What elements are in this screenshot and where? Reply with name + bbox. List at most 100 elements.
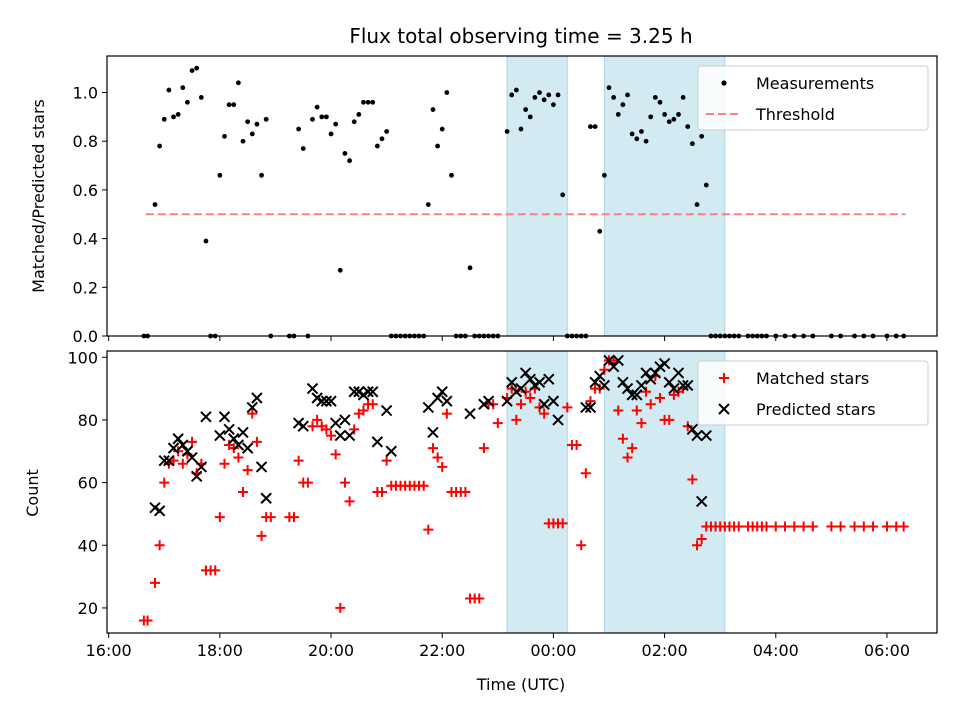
measurement-point-103 [639,129,644,134]
measurement-point-83 [546,92,552,98]
matched-star-point-60 [432,452,443,463]
predicted-star-point-34 [348,386,360,398]
measurement-point-100 [625,92,630,98]
matched-star-point-32 [302,477,313,488]
matched-star-point-91 [580,468,591,479]
matched-star-point-99 [617,433,628,444]
matched-star-point-48 [376,487,387,497]
matched-star-point-75 [506,383,517,394]
top-subplot: 0.0 0.2 0.4 0.6 0.8 1.0 Measurements Threshold… [29,55,938,346]
matched-star-point-101 [627,443,638,454]
matched-star-point-135 [826,521,837,532]
measurement-point-49 [384,129,390,134]
measurement-point-43 [356,112,362,117]
top-y-axis-label: Matched/Predicted stars [29,99,48,293]
plot-frame [106,55,938,337]
matched-star-point-133 [798,521,809,532]
predicted-star-point-44 [431,392,444,404]
predicted-star-point-13 [218,411,231,423]
matched-star-point-72 [488,399,499,410]
legend-label: Matched stars [756,369,869,388]
predicted-star-point-58 [538,398,550,410]
x-tick-label: 02:00 [642,641,688,660]
matched-star-point-69 [474,593,485,604]
matched-star-point-115 [692,540,703,551]
predicted-star-point-51 [506,376,518,389]
predicted-star-point-49 [482,395,495,407]
predicted-star-point-61 [552,414,564,426]
measurement-point-10 [189,68,195,74]
measurement-point-75 [509,92,515,98]
bottom-legend: Matched stars Predicted stars [697,360,929,426]
y-tick-label: 20 [78,599,98,618]
predicted-star-point-5 [172,433,184,445]
measurement-point-46 [370,99,376,105]
measurement-point-24 [254,121,260,127]
matched-star-point-20 [233,452,244,463]
measurement-point-6 [171,114,176,120]
predicted-star-point-70 [617,376,629,389]
matched-star-point-24 [251,436,262,447]
matched-star-point-113 [682,421,693,432]
measurement-point-78 [523,107,529,112]
measurement-point-74 [504,129,510,134]
matched-star-point-8 [177,458,188,469]
predicted-star-point-15 [228,433,240,445]
y-tick-label: 0.0 [73,327,98,346]
measurement-point-98 [615,112,621,117]
predicted-star-point-50 [501,395,513,407]
matched-star-point-73 [492,418,503,429]
predicted-star-point-37 [362,386,374,398]
matched-star-point-2 [149,577,160,588]
matched-star-point-7 [173,446,184,457]
legend-box [697,65,929,131]
measurement-point-86 [560,192,566,198]
matched-star-point-92 [585,396,596,407]
matched-star-point-19 [228,443,239,454]
matched-star-point-100 [622,452,633,463]
matched-star-point-132 [789,521,800,532]
measurement-point-82 [541,97,547,103]
measurement-point-94 [597,228,603,234]
predicted-star-point-81 [668,382,680,395]
predicted-star-point-4 [167,442,180,454]
matched-star-point-77 [515,399,526,410]
legend-label: Predicted stars [756,400,876,419]
predicted-star-point-80 [663,376,675,389]
measurement-point-23 [249,131,255,137]
measurement-point-12 [198,94,204,100]
shaded-region-0 [506,55,568,337]
measurement-point-95 [601,172,607,178]
predicted-star-point-27 [316,395,328,407]
predicted-star-point-22 [260,492,272,504]
y-tick-label: 0.4 [73,230,98,249]
measurement-point-31 [300,146,306,151]
measurement-point-117 [703,182,709,188]
measurement-point-108 [662,112,667,117]
predicted-star-point-84 [682,379,694,392]
plot-frame [106,350,938,634]
y-tick-label: 80 [78,411,98,430]
matched-star-point-76 [511,414,522,425]
matched-star-point-4 [159,477,170,488]
matched-star-point-61 [437,461,448,472]
measurement-point-81 [537,90,542,95]
matched-star-point-40 [339,477,350,488]
matched-star-point-130 [770,521,781,532]
measurement-point-38 [333,121,339,127]
matched-star-point-81 [534,402,545,413]
predicted-star-point-57 [533,376,546,389]
predicted-star-point-19 [246,401,258,414]
measurement-point-40 [342,150,348,156]
predicted-star-point-68 [607,360,620,373]
y-tick-label: 40 [78,536,98,555]
matched-star-point-138 [858,521,869,532]
predicted-star-point-66 [598,379,611,392]
matched-star-point-23 [247,408,258,419]
matched-star-point-107 [654,393,665,403]
measurement-point-9 [185,99,190,105]
matched-star-point-58 [423,524,434,535]
predicted-star-point-8 [186,451,198,464]
measurement-point-25 [259,172,264,178]
